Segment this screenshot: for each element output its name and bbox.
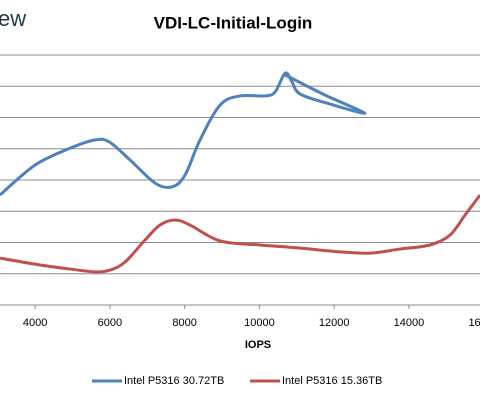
x-tick-label: 8000	[172, 317, 196, 329]
data-line	[0, 71, 367, 197]
legend-label: Intel P5316 15.36TB	[282, 375, 382, 387]
x-tick-label: 14000	[394, 317, 425, 329]
x-tick-label: 4000	[23, 317, 47, 329]
x-tick-label: 12000	[319, 317, 350, 329]
chart-title: VDI-LC-Initial-Login	[154, 13, 313, 32]
x-tick-label: 6000	[98, 317, 122, 329]
x-tick-label: 16000	[468, 317, 480, 329]
legend-label: Intel P5316 30.72TB	[124, 375, 224, 387]
x-axis-label: IOPS	[245, 339, 271, 351]
x-tick-label: 10000	[244, 317, 275, 329]
data-line	[0, 194, 480, 274]
brand-logo: ew	[0, 6, 26, 31]
